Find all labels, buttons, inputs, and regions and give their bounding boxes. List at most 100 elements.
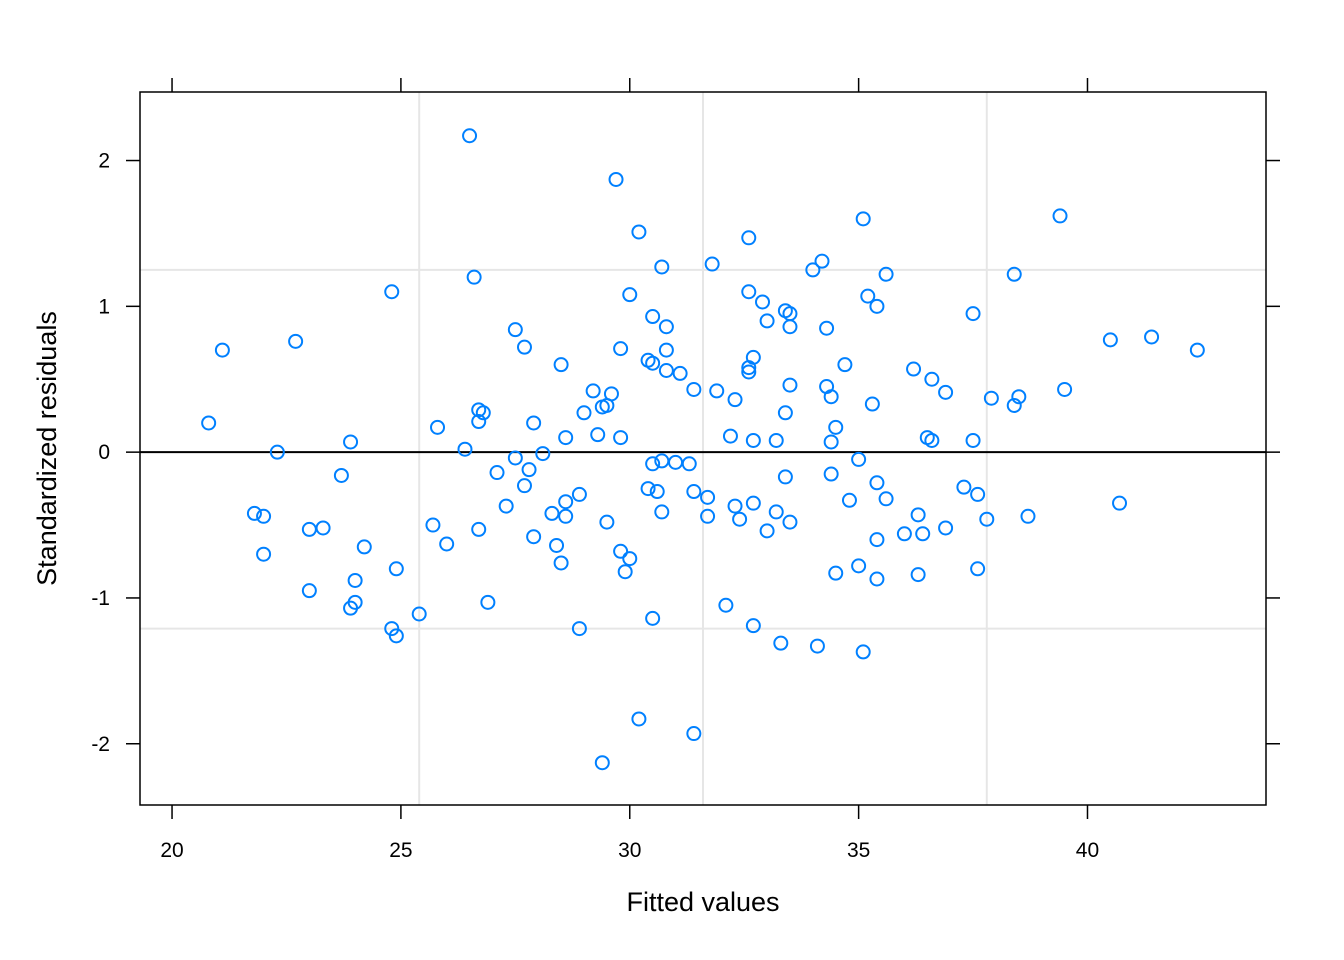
- data-point: [782, 319, 798, 335]
- data-point: [301, 521, 317, 537]
- data-point: [613, 430, 629, 446]
- data-point: [1102, 332, 1118, 348]
- y-axis-title: Standardized residuals: [32, 311, 62, 586]
- data-point: [938, 520, 954, 536]
- data-point: [576, 405, 592, 421]
- axis-ticks: [126, 78, 1280, 819]
- data-point: [869, 532, 885, 548]
- data-point: [384, 621, 400, 637]
- data-point: [613, 543, 629, 559]
- data-point: [201, 415, 217, 431]
- data-point: [709, 383, 725, 399]
- data-point: [970, 486, 986, 502]
- data-point: [741, 284, 757, 300]
- data-point: [855, 644, 871, 660]
- data-point: [356, 539, 372, 555]
- data-point: [777, 469, 793, 485]
- data-point: [571, 621, 587, 637]
- data-point: [970, 561, 986, 577]
- data-point: [558, 430, 574, 446]
- data-point: [594, 755, 610, 771]
- y-tick-label: -1: [91, 587, 110, 610]
- data-point: [1006, 266, 1022, 282]
- data-point: [526, 529, 542, 545]
- x-tick-label: 35: [847, 839, 870, 862]
- plot-frame: [139, 91, 1267, 806]
- data-point: [686, 484, 702, 500]
- data-point: [526, 415, 542, 431]
- data-point: [782, 377, 798, 393]
- data-point: [910, 567, 926, 583]
- data-point: [841, 492, 857, 508]
- data-point: [544, 505, 560, 521]
- data-point: [645, 309, 661, 325]
- data-point: [471, 521, 487, 537]
- data-point: [732, 511, 748, 527]
- data-point: [1189, 342, 1205, 358]
- data-point: [686, 726, 702, 742]
- x-tick-label: 40: [1076, 839, 1099, 862]
- y-tick-label: 1: [98, 295, 110, 318]
- data-point: [654, 504, 670, 520]
- data-point: [745, 432, 761, 448]
- data-point: [915, 526, 931, 542]
- data-point: [1057, 381, 1073, 397]
- x-axis-title: Fitted values: [626, 887, 779, 917]
- data-point: [956, 479, 972, 495]
- y-tick-label: -2: [91, 733, 110, 756]
- data-point: [558, 494, 574, 510]
- data-point: [965, 306, 981, 322]
- data-point: [430, 419, 446, 435]
- data-point: [851, 558, 867, 574]
- data-point: [828, 419, 844, 435]
- data-point: [645, 355, 661, 371]
- data-point: [718, 597, 734, 613]
- data-point: [288, 333, 304, 349]
- data-point: [938, 384, 954, 400]
- data-point: [983, 390, 999, 406]
- data-point: [704, 256, 720, 272]
- data-point: [622, 551, 638, 567]
- data-point: [645, 610, 661, 626]
- data-point: [343, 434, 359, 450]
- data-point: [805, 262, 821, 278]
- data-point: [654, 259, 670, 275]
- x-tick-label: 30: [618, 839, 641, 862]
- data-point: [823, 389, 839, 405]
- data-point: [965, 432, 981, 448]
- data-point: [347, 572, 363, 588]
- data-point: [759, 523, 775, 539]
- data-point: [214, 342, 230, 358]
- data-point: [388, 628, 404, 644]
- data-point: [535, 446, 551, 462]
- data-point: [658, 362, 674, 378]
- data-point: [457, 441, 473, 457]
- data-point: [686, 381, 702, 397]
- x-tick-label: 25: [389, 839, 412, 862]
- data-point: [727, 498, 743, 514]
- data-point: [388, 561, 404, 577]
- data-point: [507, 450, 523, 466]
- data-point: [471, 414, 487, 430]
- data-point: [896, 526, 912, 542]
- data-point: [1011, 389, 1027, 405]
- data-points: [201, 128, 1205, 771]
- y-tick-label: 2: [98, 150, 110, 173]
- data-point: [549, 537, 565, 553]
- data-point: [668, 454, 684, 470]
- y-tick-labels: -2 -1 0 1 2: [91, 150, 110, 756]
- data-point: [269, 444, 285, 460]
- data-point: [553, 555, 569, 571]
- data-point: [864, 396, 880, 412]
- data-point: [782, 514, 798, 530]
- data-point: [860, 288, 876, 304]
- data-point: [553, 357, 569, 373]
- data-point: [869, 475, 885, 491]
- data-point: [1052, 208, 1068, 224]
- data-point: [1006, 397, 1022, 413]
- data-point: [700, 508, 716, 524]
- x-tick-label: 20: [160, 839, 183, 862]
- data-point: [425, 517, 441, 533]
- data-point: [658, 319, 674, 335]
- data-point: [333, 467, 349, 483]
